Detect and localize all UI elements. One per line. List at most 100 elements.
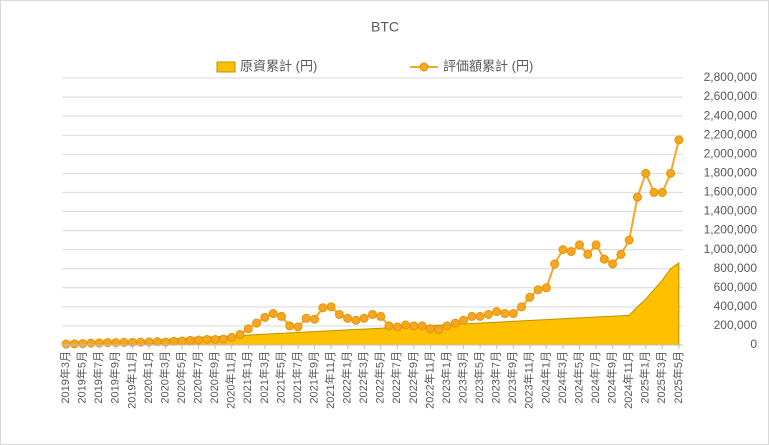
- marker: [425, 324, 435, 334]
- marker: [376, 311, 386, 321]
- marker: [359, 313, 369, 323]
- marker: [450, 318, 460, 328]
- marker: [301, 313, 311, 323]
- y-tick-label: 2,600,000: [704, 89, 758, 103]
- x-tick-label: 2021年11月: [323, 351, 337, 409]
- marker: [202, 334, 212, 344]
- marker: [459, 315, 469, 325]
- x-tick-label: 2024年1月: [538, 351, 552, 404]
- marker: [392, 322, 402, 332]
- y-tick-label: 200,000: [714, 318, 758, 332]
- marker: [285, 321, 295, 331]
- marker: [86, 338, 96, 348]
- legend-label: 評価額累計 (円): [443, 58, 533, 73]
- x-tick-label: 2024年3月: [555, 351, 569, 404]
- marker: [318, 303, 328, 313]
- x-tick-label: 2020年11月: [224, 351, 238, 409]
- y-tick-label: 600,000: [714, 280, 758, 294]
- marker: [674, 135, 684, 145]
- marker: [641, 168, 651, 178]
- y-tick-label: 2,800,000: [704, 70, 758, 84]
- marker: [583, 249, 593, 259]
- marker: [467, 311, 477, 321]
- marker: [326, 302, 336, 312]
- marker: [508, 309, 518, 319]
- legend-swatch: [216, 61, 236, 73]
- marker: [632, 192, 642, 202]
- y-tick-label: 800,000: [714, 261, 758, 275]
- marker: [492, 307, 502, 317]
- x-tick-label: 2020年3月: [157, 351, 171, 404]
- y-tick-label: 1,400,000: [704, 204, 758, 218]
- marker: [194, 335, 204, 345]
- marker: [185, 335, 195, 345]
- x-tick-label: 2025年5月: [671, 351, 685, 404]
- y-tick-label: 2,000,000: [704, 146, 758, 160]
- x-tick-label: 2024年7月: [588, 351, 602, 404]
- marker: [152, 337, 162, 347]
- marker: [243, 324, 253, 334]
- x-tick-label: 2022年11月: [422, 351, 436, 409]
- marker: [608, 259, 618, 269]
- x-tick-label: 2022年1月: [340, 351, 354, 404]
- marker: [334, 309, 344, 319]
- marker: [525, 292, 535, 302]
- marker: [343, 313, 353, 323]
- y-tick-label: 400,000: [714, 299, 758, 313]
- x-tick-label: 2022年5月: [373, 351, 387, 404]
- x-tick-label: 2023年1月: [439, 351, 453, 404]
- marker: [550, 259, 560, 269]
- x-tick-label: 2024年5月: [571, 351, 585, 404]
- x-tick-label: 2019年9月: [108, 351, 122, 404]
- y-tick-label: 0: [750, 337, 757, 351]
- marker: [434, 325, 444, 335]
- y-tick-label: 2,400,000: [704, 108, 758, 122]
- marker: [599, 254, 609, 264]
- marker: [227, 332, 237, 342]
- marker: [575, 240, 584, 250]
- marker: [218, 334, 228, 344]
- marker: [210, 334, 220, 344]
- marker: [409, 321, 419, 331]
- x-tick-label: 2020年9月: [207, 351, 221, 404]
- x-tick-label: 2019年5月: [75, 351, 89, 404]
- marker: [293, 322, 303, 332]
- marker: [276, 311, 286, 321]
- x-tick-label: 2021年9月: [306, 351, 320, 404]
- marker: [442, 321, 452, 331]
- marker: [368, 309, 377, 319]
- marker: [566, 247, 576, 257]
- y-tick-label: 1,800,000: [704, 166, 758, 180]
- x-tick-label: 2023年11月: [522, 351, 536, 409]
- y-tick-label: 2,200,000: [704, 127, 758, 141]
- marker: [401, 320, 411, 330]
- chart-title: BTC: [371, 19, 399, 35]
- x-tick-label: 2025年1月: [638, 351, 652, 404]
- x-tick-label: 2019年11月: [124, 351, 138, 409]
- x-tick-label: 2020年5月: [174, 351, 188, 404]
- marker: [351, 315, 361, 325]
- y-tick-label: 1,200,000: [704, 223, 758, 237]
- x-tick-label: 2024年9月: [605, 351, 619, 404]
- y-tick-label: 1,600,000: [704, 185, 758, 199]
- marker: [384, 321, 394, 331]
- marker: [483, 309, 493, 319]
- x-tick-label: 2022年9月: [406, 351, 420, 404]
- marker: [666, 168, 676, 178]
- x-tick-label: 2021年1月: [240, 351, 254, 404]
- x-tick-label: 2021年5月: [273, 351, 287, 404]
- x-tick-label: 2023年9月: [505, 351, 519, 404]
- marker: [69, 339, 79, 349]
- marker: [310, 314, 320, 324]
- marker: [417, 321, 427, 331]
- x-tick-label: 2025年3月: [654, 351, 668, 404]
- marker: [624, 235, 634, 245]
- x-tick-label: 2020年1月: [141, 351, 155, 404]
- x-tick-label: 2019年7月: [91, 351, 105, 404]
- marker: [649, 187, 659, 197]
- x-tick-label: 2021年7月: [290, 351, 304, 404]
- marker: [657, 187, 667, 197]
- marker: [252, 318, 262, 328]
